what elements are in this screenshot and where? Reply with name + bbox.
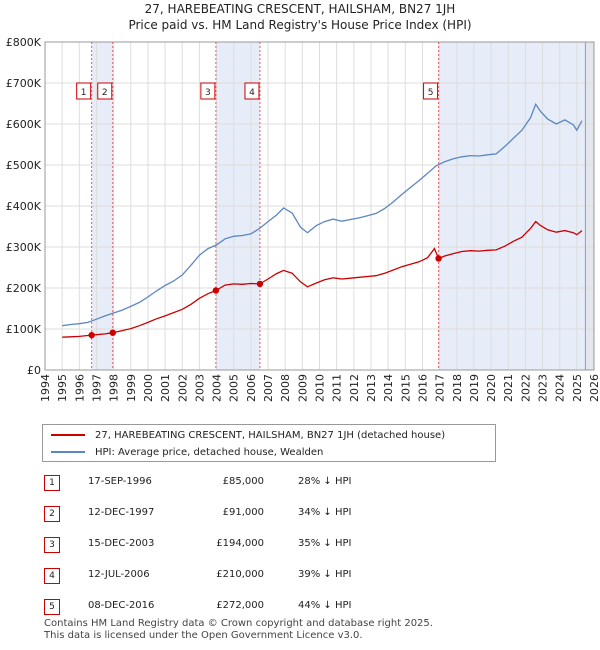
- sale-marker-label: 5: [44, 599, 60, 615]
- table-row: 2 12-DEC-1997 £91,000 34% ↓ HPI: [44, 505, 404, 523]
- sale-date: 12-DEC-1997: [88, 507, 155, 518]
- x-tick-label: 2002: [176, 374, 189, 402]
- sale-marker-label: 2: [44, 506, 60, 522]
- x-tick-label: 2000: [142, 374, 155, 402]
- sale-point: [256, 280, 264, 288]
- sale-marker-box: [76, 82, 92, 100]
- sale-marker-box: [97, 82, 113, 100]
- legend-item-property: 27, HAREBEATING CRESCENT, HAILSHAM, BN27…: [51, 427, 445, 443]
- sale-marker-box: [423, 82, 439, 100]
- x-tick-label: 2003: [193, 374, 206, 402]
- x-tick-label: 1994: [39, 374, 52, 402]
- table-row: 4 12-JUL-2006 £210,000 39% ↓ HPI: [44, 567, 404, 585]
- sale-hpi-diff: 39% ↓ HPI: [298, 569, 352, 580]
- y-tick-label: £700K: [6, 77, 42, 90]
- sale-marker-number: 3: [205, 88, 211, 98]
- x-tick-label: 1998: [108, 374, 121, 402]
- legend-swatch-property: [51, 434, 85, 436]
- table-row: 3 15-DEC-2003 £194,000 35% ↓ HPI: [44, 536, 404, 554]
- y-tick-label: £100K: [6, 323, 42, 336]
- footer-copyright: Contains HM Land Registry data © Crown c…: [44, 618, 433, 629]
- sale-hpi-diff: 28% ↓ HPI: [298, 476, 352, 487]
- x-tick-label: 1999: [125, 374, 138, 402]
- sale-marker-number: 1: [81, 88, 87, 98]
- hpi-line: [62, 102, 583, 327]
- sale-point: [88, 331, 95, 339]
- chart-legend: 27, HAREBEATING CRESCENT, HAILSHAM, BN27…: [42, 424, 496, 462]
- table-row: 1 17-SEP-1996 £85,000 28% ↓ HPI: [44, 474, 404, 492]
- x-tick-label: 2022: [519, 374, 532, 402]
- sale-price: £194,000: [216, 538, 264, 549]
- legend-item-hpi: HPI: Average price, detached house, Weal…: [51, 444, 323, 460]
- y-tick-label: £400K: [6, 200, 42, 213]
- x-tick-label: 2012: [348, 374, 361, 402]
- sale-marker-box: [244, 82, 260, 100]
- x-tick-label: 2025: [571, 374, 584, 402]
- x-tick-label: 2014: [382, 374, 395, 402]
- sale-price: £91,000: [222, 507, 264, 518]
- legend-label-property: 27, HAREBEATING CRESCENT, HAILSHAM, BN27…: [95, 429, 446, 441]
- x-tick-label: 2019: [468, 374, 481, 402]
- legend-swatch-hpi: [51, 451, 85, 453]
- chart-title: 27, HAREBEATING CRESCENT, HAILSHAM, BN27…: [144, 2, 456, 16]
- y-tick-label: £500K: [6, 159, 42, 172]
- x-tick-label: 1995: [56, 374, 69, 402]
- x-tick-label: 2006: [245, 374, 258, 402]
- sale-point: [109, 329, 116, 336]
- property-price-line: [62, 220, 583, 338]
- sale-point: [435, 255, 442, 262]
- sale-marker-label: 1: [44, 475, 60, 491]
- x-tick-label: 2008: [279, 374, 292, 402]
- x-tick-label: 2011: [331, 374, 344, 402]
- x-tick-label: 2009: [296, 374, 309, 402]
- table-row: 5 08-DEC-2016 £272,000 44% ↓ HPI: [44, 598, 404, 616]
- sale-price: £85,000: [222, 476, 264, 487]
- x-tick-label: 2020: [485, 374, 498, 402]
- x-tick-label: 2001: [159, 374, 172, 402]
- sale-marker-box: [200, 82, 216, 100]
- y-tick-label: £0: [27, 364, 41, 377]
- x-tick-label: 2018: [451, 374, 464, 402]
- legend-label-hpi: HPI: Average price, detached house, Weal…: [95, 446, 324, 458]
- chart-subtitle: Price paid vs. HM Land Registry's House …: [128, 18, 472, 32]
- sale-marker-number: 4: [249, 88, 255, 98]
- x-tick-label: 2007: [262, 374, 275, 402]
- sale-date: 12-JUL-2006: [88, 569, 150, 580]
- sale-price: £272,000: [216, 600, 264, 611]
- x-tick-label: 1997: [90, 374, 103, 402]
- x-tick-label: 2005: [228, 374, 241, 402]
- x-tick-label: 1996: [73, 374, 86, 402]
- plot-frame: [44, 41, 595, 371]
- x-tick-label: 2016: [416, 374, 429, 402]
- forecast-region: [585, 42, 594, 370]
- y-tick-label: £600K: [6, 118, 42, 131]
- x-tick-label: 2015: [399, 374, 412, 402]
- sale-date: 15-DEC-2003: [88, 538, 155, 549]
- x-tick-label: 2010: [314, 374, 327, 402]
- x-tick-label: 2013: [365, 374, 378, 402]
- sale-marker-label: 4: [44, 568, 60, 584]
- sale-hpi-diff: 44% ↓ HPI: [298, 600, 352, 611]
- sale-price: £210,000: [216, 569, 264, 580]
- price-chart: 1 2 3 4 5 £0 £100K £200K £300K £400K £500K £600K £70…: [6, 36, 600, 402]
- sale-date: 17-SEP-1996: [88, 476, 152, 487]
- sale-marker-number: 2: [102, 88, 108, 98]
- sale-hpi-diff: 34% ↓ HPI: [298, 507, 352, 518]
- x-tick-label: 2024: [554, 374, 567, 402]
- sale-hpi-diff: 35% ↓ HPI: [298, 538, 352, 549]
- x-tick-label: 2017: [434, 374, 447, 402]
- y-tick-label: £200K: [6, 282, 42, 295]
- x-tick-label: 2026: [588, 374, 600, 402]
- sale-date: 08-DEC-2016: [88, 600, 155, 611]
- y-tick-label: £800K: [6, 36, 42, 49]
- footer-licence: This data is licensed under the Open Gov…: [44, 630, 363, 641]
- sale-point: [212, 287, 220, 294]
- x-tick-label: 2004: [211, 374, 224, 402]
- x-tick-label: 2023: [537, 374, 550, 402]
- sale-marker-number: 5: [428, 88, 434, 98]
- y-tick-label: £300K: [6, 241, 42, 254]
- sale-marker-label: 3: [44, 537, 60, 553]
- x-tick-label: 2021: [502, 374, 515, 402]
